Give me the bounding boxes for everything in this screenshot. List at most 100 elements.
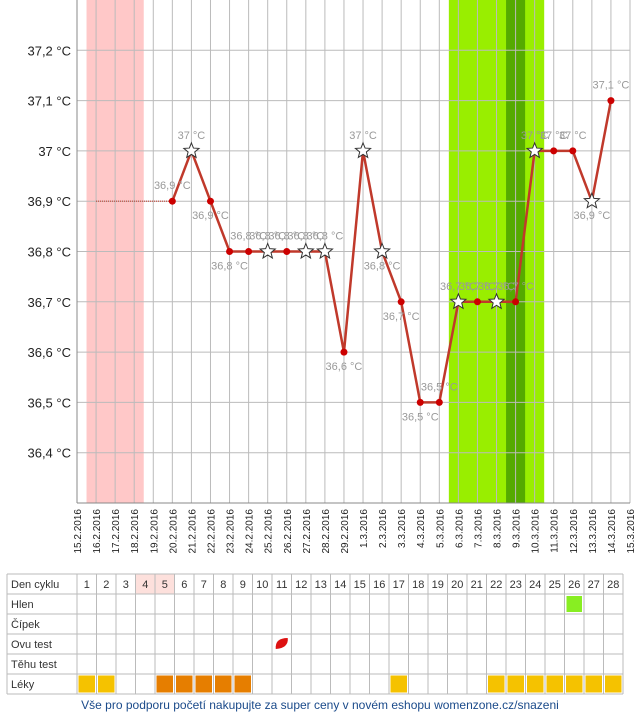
data-label: 36,7 °C — [497, 281, 534, 293]
y-tick-label: 36,9 °C — [27, 194, 71, 209]
data-point — [512, 298, 520, 306]
cycle-day-number: 5 — [162, 579, 168, 591]
cycle-day-number: 4 — [142, 579, 148, 591]
data-label: 37 °C — [178, 130, 206, 142]
x-tick-label: 7.3.2016 — [473, 509, 484, 548]
data-label: 36,8 °C — [364, 261, 401, 273]
data-label: 36,9 °C — [154, 180, 191, 192]
data-point — [397, 298, 405, 306]
bbt-chart: 37,2 °C37,1 °C37 °C36,9 °C36,8 °C36,7 °C… — [27, 0, 637, 554]
cycle-day-number: 19 — [432, 579, 444, 591]
x-tick-label: 12.3.2016 — [569, 509, 580, 554]
star-point — [582, 191, 601, 209]
star-point — [449, 292, 468, 310]
data-label: 36,9 °C — [573, 210, 610, 222]
data-point — [416, 398, 424, 406]
leky-mark — [546, 675, 563, 693]
star-point — [258, 242, 277, 260]
cycle-day-number: 11 — [276, 579, 287, 591]
cycle-day-number: 26 — [568, 579, 580, 591]
cycle-day-number: 25 — [549, 579, 561, 591]
cycle-day-number: 21 — [471, 579, 483, 591]
data-label: 36,7 °C — [459, 281, 496, 293]
data-label: 36,5 °C — [402, 411, 439, 423]
x-tick-label: 29.2.2016 — [340, 509, 351, 554]
x-tick-label: 27.2.2016 — [302, 509, 313, 554]
y-tick-label: 36,6 °C — [27, 345, 71, 360]
leky-mark — [176, 675, 193, 693]
y-tick-label: 37 °C — [38, 144, 71, 159]
data-label: 37 °C — [559, 130, 587, 142]
x-tick-label: 24.2.2016 — [245, 509, 256, 554]
leky-mark — [585, 675, 602, 693]
cycle-day-number: 24 — [529, 579, 541, 591]
data-label: 37,1 °C — [593, 80, 630, 92]
x-tick-label: 25.2.2016 — [264, 509, 275, 554]
table-row-label: Léky — [11, 679, 35, 691]
data-point — [283, 248, 291, 255]
x-tick-label: 14.3.2016 — [607, 509, 618, 554]
x-tick-label: 13.3.2016 — [588, 509, 599, 554]
table-row-label: Čípek — [11, 618, 40, 631]
x-tick-label: 4.3.2016 — [416, 509, 427, 548]
leky-mark — [234, 675, 251, 693]
footer-link[interactable]: Vše pro podporu početí nakupujte za supe… — [81, 698, 559, 712]
x-tick-label: 26.2.2016 — [283, 509, 294, 554]
cycle-day-number: 2 — [103, 579, 109, 591]
leky-mark — [507, 675, 524, 693]
data-point — [607, 97, 615, 105]
leky-mark — [390, 675, 407, 693]
cycle-day-number: 15 — [354, 579, 366, 591]
ovu-test-icon — [275, 638, 288, 649]
data-label: 37 °C — [521, 130, 549, 142]
cycle-day-number: 1 — [84, 579, 90, 591]
leky-mark — [527, 675, 544, 693]
cycle-day-number: 16 — [373, 579, 385, 591]
table-row-label: Ovu test — [11, 639, 52, 651]
data-label: 36,8 °C — [268, 231, 305, 243]
x-tick-label: 21.2.2016 — [187, 509, 198, 554]
leky-mark — [488, 675, 505, 693]
x-tick-label: 1.3.2016 — [359, 509, 370, 548]
y-tick-label: 36,7 °C — [27, 295, 71, 310]
cycle-day-number: 27 — [588, 579, 600, 591]
data-label: 36,7 °C — [383, 311, 420, 323]
data-point — [340, 348, 348, 356]
data-point — [245, 248, 253, 255]
y-tick-label: 37,1 °C — [27, 94, 71, 109]
x-tick-label: 5.3.2016 — [435, 509, 446, 548]
data-label: 36,6 °C — [326, 361, 363, 373]
data-point — [569, 147, 577, 155]
cycle-day-number: 3 — [123, 579, 129, 591]
cycle-day-number: 8 — [220, 579, 226, 591]
star-point — [487, 292, 506, 310]
x-tick-label: 17.2.2016 — [111, 509, 122, 554]
data-label: 36,8 °C — [287, 231, 324, 243]
data-label: 37 °C — [540, 130, 568, 142]
leky-mark — [78, 675, 95, 693]
data-label: 36,8 °C — [230, 231, 267, 243]
data-point — [226, 248, 234, 255]
x-tick-label: 8.3.2016 — [493, 509, 504, 548]
x-tick-label: 15.2.2016 — [73, 509, 84, 554]
pink-day-cell — [135, 574, 155, 594]
data-label: 36,8 °C — [249, 231, 286, 243]
star-point — [354, 141, 372, 159]
x-tick-label: 28.2.2016 — [321, 509, 332, 554]
data-label: 37 °C — [349, 130, 377, 142]
star-point — [525, 141, 544, 159]
x-tick-label: 16.2.2016 — [92, 509, 103, 554]
cycle-day-number: 18 — [412, 579, 424, 591]
leky-mark — [156, 675, 173, 693]
x-tick-label: 10.3.2016 — [531, 509, 542, 554]
leky-mark — [98, 675, 115, 693]
cycle-day-number: 13 — [315, 579, 327, 591]
cycle-day-number: 28 — [607, 579, 619, 591]
data-point — [168, 197, 176, 205]
x-tick-label: 11.3.2016 — [550, 509, 561, 553]
star-point — [296, 242, 315, 260]
cycle-day-number: 23 — [510, 579, 522, 591]
table-row-label: Den cyklu — [11, 579, 59, 591]
data-label: 36,8 °C — [211, 261, 248, 273]
x-tick-label: 23.2.2016 — [226, 509, 237, 554]
